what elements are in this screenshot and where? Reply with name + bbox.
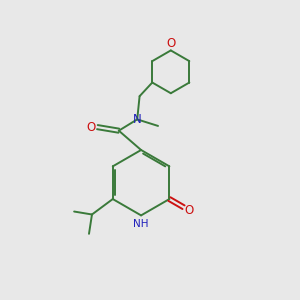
Text: O: O [184, 204, 194, 217]
Text: O: O [86, 121, 95, 134]
Text: N: N [133, 113, 142, 126]
Text: O: O [166, 38, 176, 50]
Text: NH: NH [133, 219, 149, 229]
